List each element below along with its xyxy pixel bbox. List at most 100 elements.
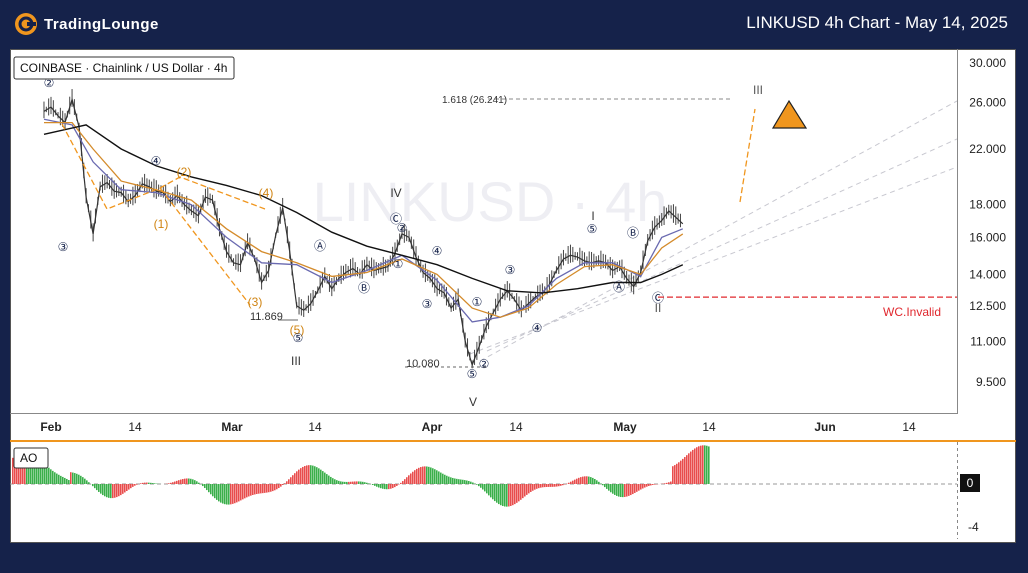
wave-label: (5) bbox=[290, 323, 305, 337]
ao-bar bbox=[100, 484, 102, 494]
ao-bar bbox=[334, 479, 336, 484]
ao-bar bbox=[626, 484, 628, 497]
ao-bar bbox=[492, 484, 494, 500]
ao-bar bbox=[112, 484, 114, 499]
ao-bar bbox=[692, 449, 694, 484]
wave-label: ③ bbox=[422, 297, 433, 311]
ao-bar bbox=[574, 479, 576, 484]
wave-label: (4) bbox=[259, 186, 274, 200]
ao-bar bbox=[448, 476, 450, 484]
ao-value-box bbox=[960, 474, 980, 492]
ao-bar bbox=[544, 484, 546, 488]
ao-bar bbox=[146, 482, 148, 484]
wave-label: V bbox=[469, 395, 477, 409]
wave-label: ④ bbox=[532, 321, 543, 335]
ao-bar bbox=[204, 484, 206, 489]
ao-bar bbox=[292, 475, 294, 484]
ao-bar bbox=[32, 454, 34, 484]
wave-label: 10.080 bbox=[406, 358, 440, 370]
ao-bar bbox=[194, 480, 196, 484]
ao-bar bbox=[612, 484, 614, 494]
ao-bar bbox=[698, 446, 700, 484]
ao-bar bbox=[232, 484, 234, 504]
ao-bar bbox=[600, 483, 602, 484]
ao-legend-box[interactable] bbox=[13, 447, 49, 469]
ao-bar bbox=[186, 478, 188, 484]
ao-bar bbox=[30, 453, 32, 484]
ao-bar bbox=[310, 465, 312, 484]
ao-bar bbox=[66, 478, 68, 484]
ao-bar bbox=[104, 484, 106, 497]
ao-bar bbox=[236, 484, 238, 503]
ao-bar bbox=[652, 484, 654, 485]
ao-bar bbox=[572, 480, 574, 484]
ao-bar bbox=[332, 478, 334, 484]
symbol-legend-box[interactable] bbox=[13, 56, 235, 80]
ao-bar bbox=[558, 484, 560, 487]
ao-bar bbox=[530, 484, 532, 492]
ao-bar bbox=[42, 462, 44, 484]
watermark: LINKUSD · 4h bbox=[313, 170, 668, 233]
ao-bar bbox=[276, 484, 278, 490]
ao-bar bbox=[92, 484, 94, 487]
ao-bar bbox=[228, 484, 230, 505]
ao-bar bbox=[44, 464, 46, 484]
ao-bar bbox=[36, 457, 38, 484]
ao-bar bbox=[664, 483, 666, 484]
ao-bar bbox=[440, 472, 442, 484]
ao-bar bbox=[208, 484, 210, 493]
ao-bar bbox=[702, 445, 704, 484]
ao-bar bbox=[554, 484, 556, 487]
ao-bar bbox=[344, 481, 346, 484]
time-tick-label: 14 bbox=[702, 420, 716, 434]
ao-bar bbox=[16, 455, 18, 484]
ao-bar bbox=[126, 484, 128, 492]
ao-bar bbox=[582, 476, 584, 484]
ao-bar bbox=[278, 484, 280, 489]
ao-bar bbox=[170, 482, 172, 484]
ao-bar bbox=[666, 482, 668, 484]
ao-bar bbox=[178, 480, 180, 484]
ao-bar bbox=[568, 482, 570, 484]
ao-bar bbox=[282, 484, 284, 485]
ao-bar bbox=[152, 483, 154, 484]
ao-bar bbox=[362, 481, 364, 484]
ao-bar bbox=[148, 482, 150, 484]
ao-bar bbox=[202, 484, 204, 487]
price-tick-label: 22.000 bbox=[969, 142, 1006, 156]
ao-bar bbox=[350, 481, 352, 484]
ao-bar bbox=[690, 451, 692, 484]
ao-bar bbox=[120, 484, 122, 496]
price-tick-label: 12.500 bbox=[969, 299, 1006, 313]
ao-bar bbox=[556, 484, 558, 487]
ao-bar bbox=[428, 466, 430, 484]
wave-label: Ⓒ bbox=[652, 291, 664, 305]
ao-bar bbox=[130, 484, 132, 489]
ao-bar bbox=[674, 465, 676, 484]
ao-bar bbox=[96, 484, 98, 491]
ao-bar bbox=[688, 453, 690, 484]
ao-bar bbox=[402, 481, 404, 484]
ao-bar bbox=[452, 477, 454, 484]
ao-bar bbox=[124, 484, 126, 493]
ao-bar bbox=[384, 484, 386, 490]
wave-label: (3) bbox=[248, 295, 263, 309]
ao-bar bbox=[76, 473, 78, 484]
ao-bar bbox=[168, 483, 170, 484]
time-tick-label: Jun bbox=[814, 420, 835, 434]
ao-bar bbox=[150, 482, 152, 484]
ao-bar bbox=[336, 480, 338, 484]
time-tick-label: Feb bbox=[40, 420, 61, 434]
ao-bar bbox=[500, 484, 502, 506]
ao-bar bbox=[590, 477, 592, 484]
ao-bar bbox=[58, 474, 60, 484]
wave-label: ③ bbox=[505, 263, 516, 277]
chart-title: LINKUSD 4h Chart - May 14, 2025 bbox=[746, 13, 1008, 32]
chart-canvas[interactable]: LINKUSD · 4h 30.000 26.000 22.000 18.000 16.… bbox=[10, 49, 1016, 543]
ao-bar bbox=[358, 481, 360, 484]
ao-bar bbox=[678, 462, 680, 484]
ao-bar bbox=[330, 476, 332, 484]
ao-bar bbox=[596, 480, 598, 484]
ao-bar bbox=[122, 484, 124, 494]
ao-bar bbox=[48, 467, 50, 484]
